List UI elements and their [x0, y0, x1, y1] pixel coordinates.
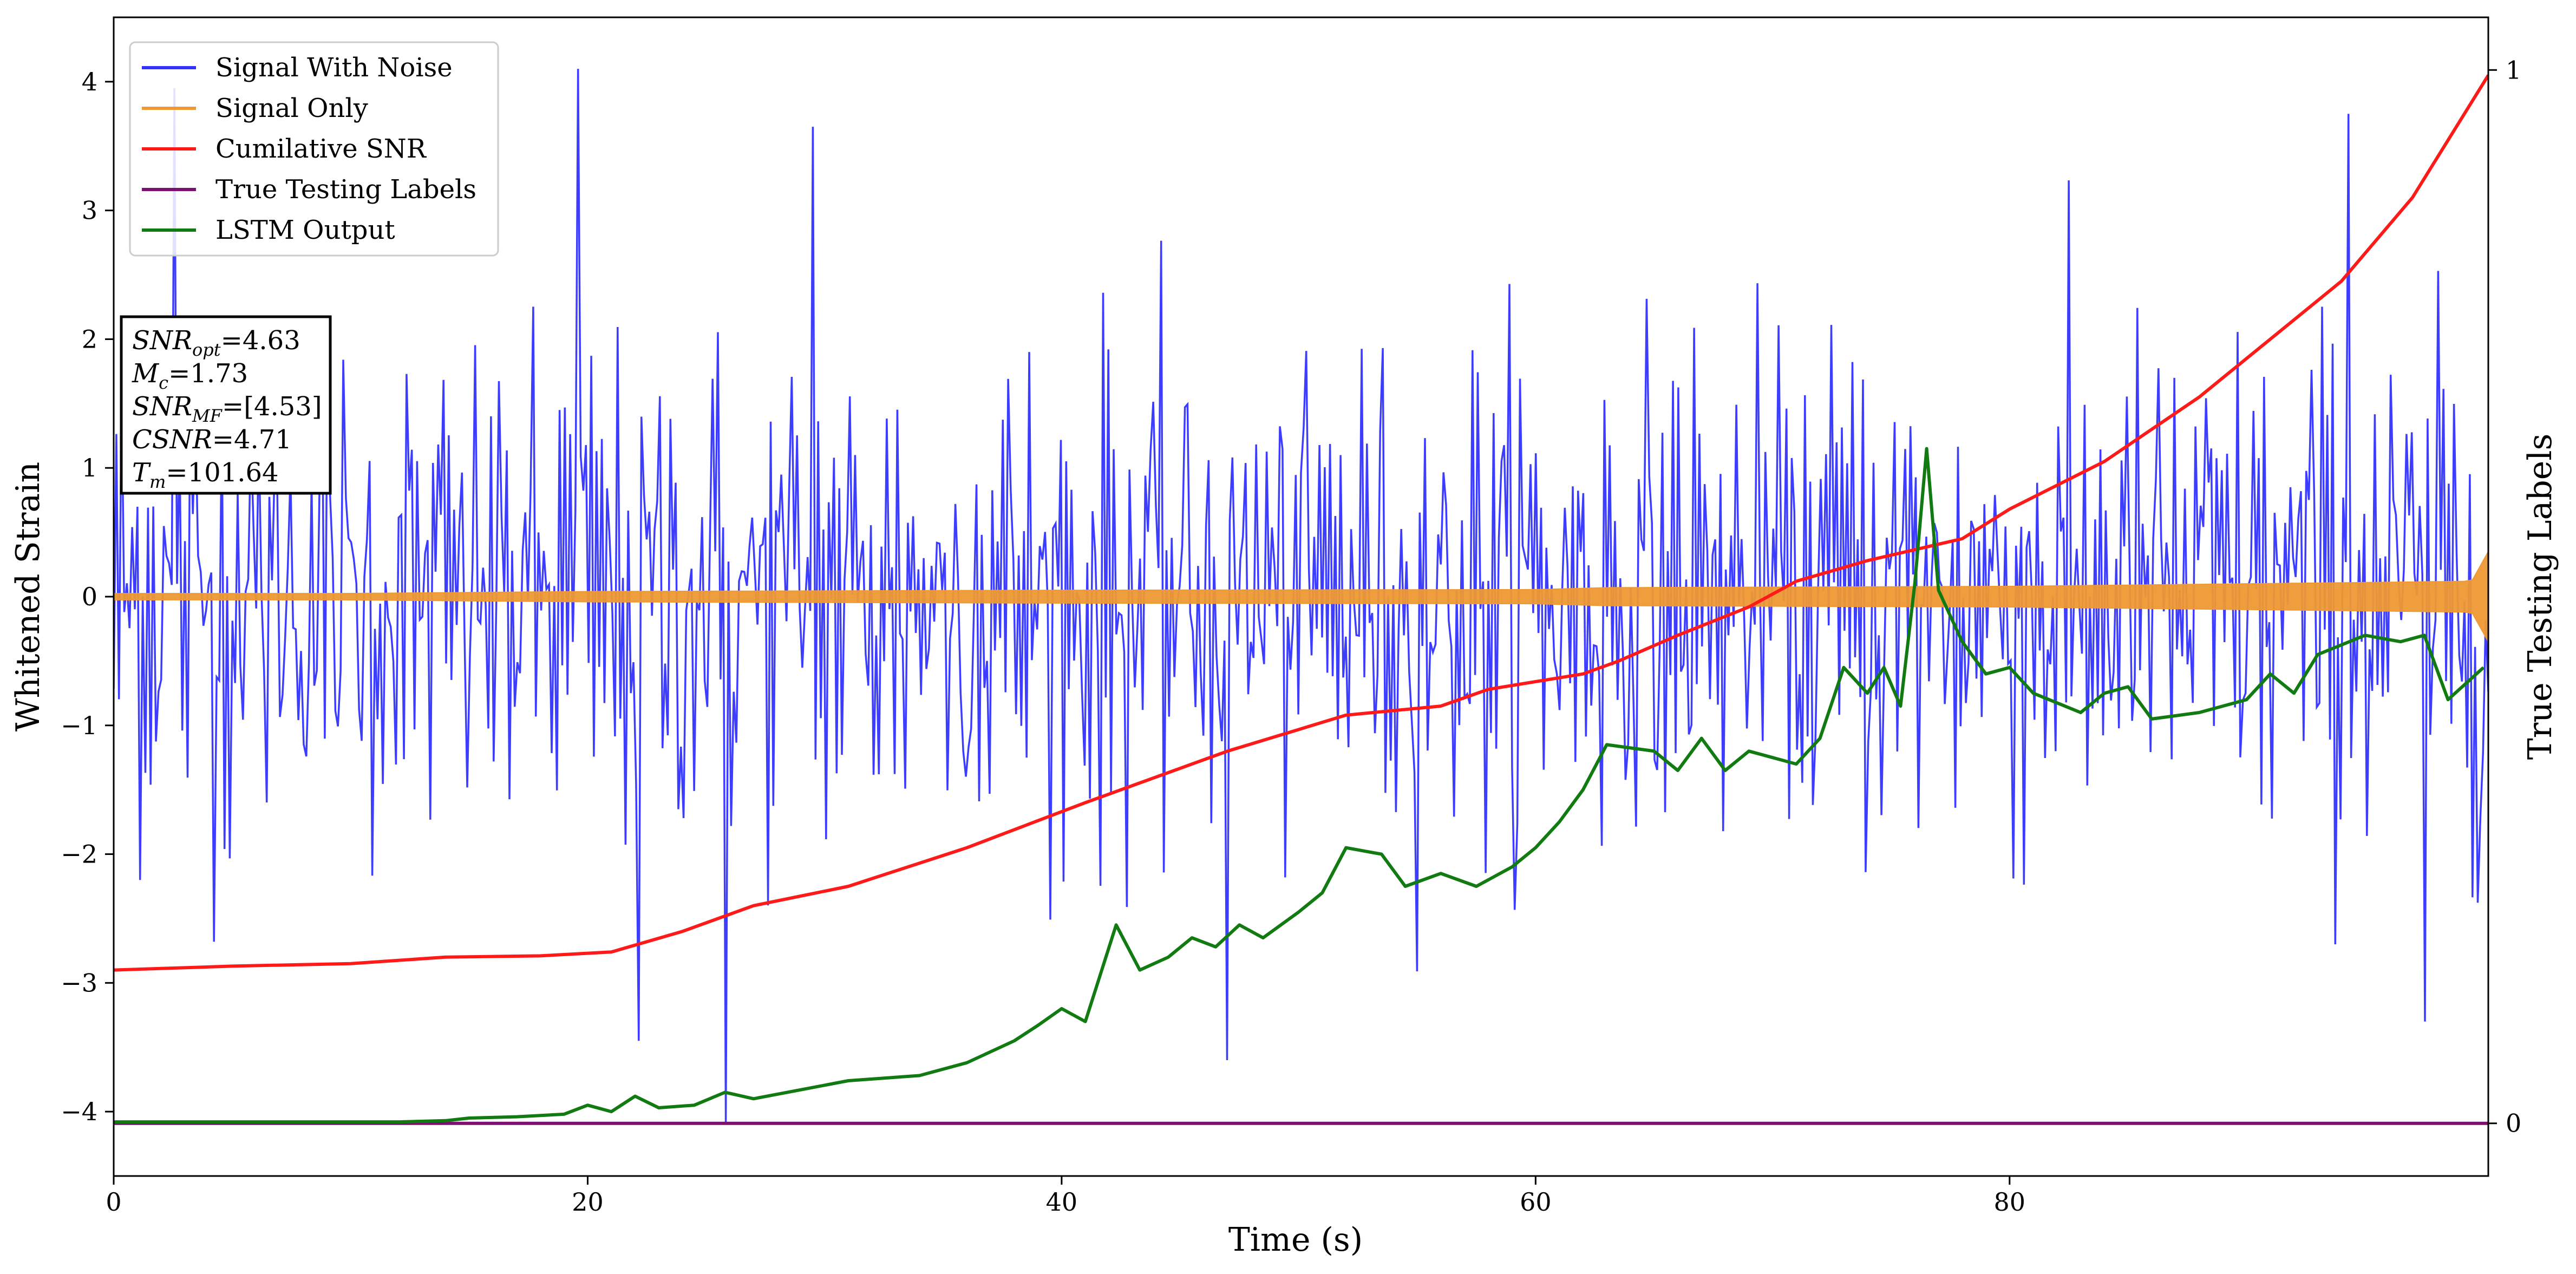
series-cumilative-snr-line [114, 74, 2488, 972]
legend-label: Signal Only [215, 93, 368, 123]
legend-label: Signal With Noise [215, 53, 453, 83]
y-tick-label: −2 [61, 840, 97, 869]
legend-label: LSTM Output [215, 215, 395, 245]
legend-label: Cumilative SNR [215, 134, 427, 164]
x-axis-title: Time (s) [1228, 1221, 1363, 1259]
y2-tick-label: 0 [2506, 1109, 2521, 1138]
x-tick-label: 60 [1520, 1187, 1552, 1217]
y-tick-label: −4 [61, 1097, 97, 1126]
series-signal-only-band [114, 550, 2488, 643]
legend: Signal With Noise Signal Only Cumilative S… [129, 41, 499, 257]
ticks-layer: 0 20 40 60 80 4 3 2 1 0 −1 −2 −3 −4 1 0 [61, 55, 2521, 1217]
info-line: CSNR=4.71 [132, 424, 292, 455]
y2-axis-title: True Testing Labels [2521, 434, 2559, 760]
info-line: SNRMF=[4.53] [132, 391, 322, 426]
series-lstm-output-line [114, 447, 2485, 1124]
y-tick-label: 2 [82, 324, 97, 354]
y-tick-label: −3 [61, 968, 97, 997]
y-tick-label: 0 [82, 582, 97, 611]
y2-tick-label: 1 [2506, 55, 2521, 84]
y-tick-label: 4 [82, 67, 97, 96]
y-tick-label: 1 [82, 453, 97, 482]
info-line: SNRopt=4.63 [132, 325, 300, 360]
x-tick-label: 80 [1994, 1187, 2026, 1217]
series-signal-with-noise-line [114, 69, 2488, 1122]
x-tick-label: 40 [1046, 1187, 1078, 1217]
legend-label: True Testing Labels [215, 174, 476, 205]
x-tick-label: 0 [106, 1187, 121, 1217]
y-tick-label: 3 [82, 196, 97, 225]
legend-frame [129, 41, 499, 257]
info-box: SNRopt=4.63Mc=1.73SNRMF=[4.53]CSNR=4.71T… [120, 315, 332, 495]
y-tick-label: −1 [61, 711, 97, 740]
x-tick-label: 20 [572, 1187, 604, 1217]
info-line: Mc=1.73 [132, 358, 248, 393]
series-layer [114, 69, 2488, 1125]
info-line: Tm=101.64 [132, 458, 279, 492]
info-box-frame [120, 315, 332, 495]
y-axis-title: Whitened Strain [9, 462, 47, 731]
